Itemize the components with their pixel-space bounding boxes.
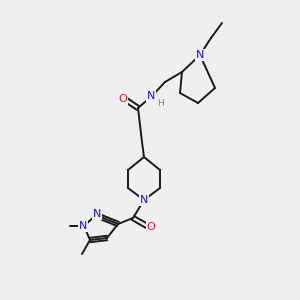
Text: O: O <box>147 222 155 232</box>
Text: N: N <box>140 195 148 205</box>
Text: N: N <box>93 209 101 219</box>
Text: N: N <box>196 50 204 60</box>
Text: O: O <box>118 94 127 104</box>
Text: H: H <box>157 98 164 107</box>
Text: N: N <box>147 91 155 101</box>
Text: N: N <box>79 221 87 231</box>
